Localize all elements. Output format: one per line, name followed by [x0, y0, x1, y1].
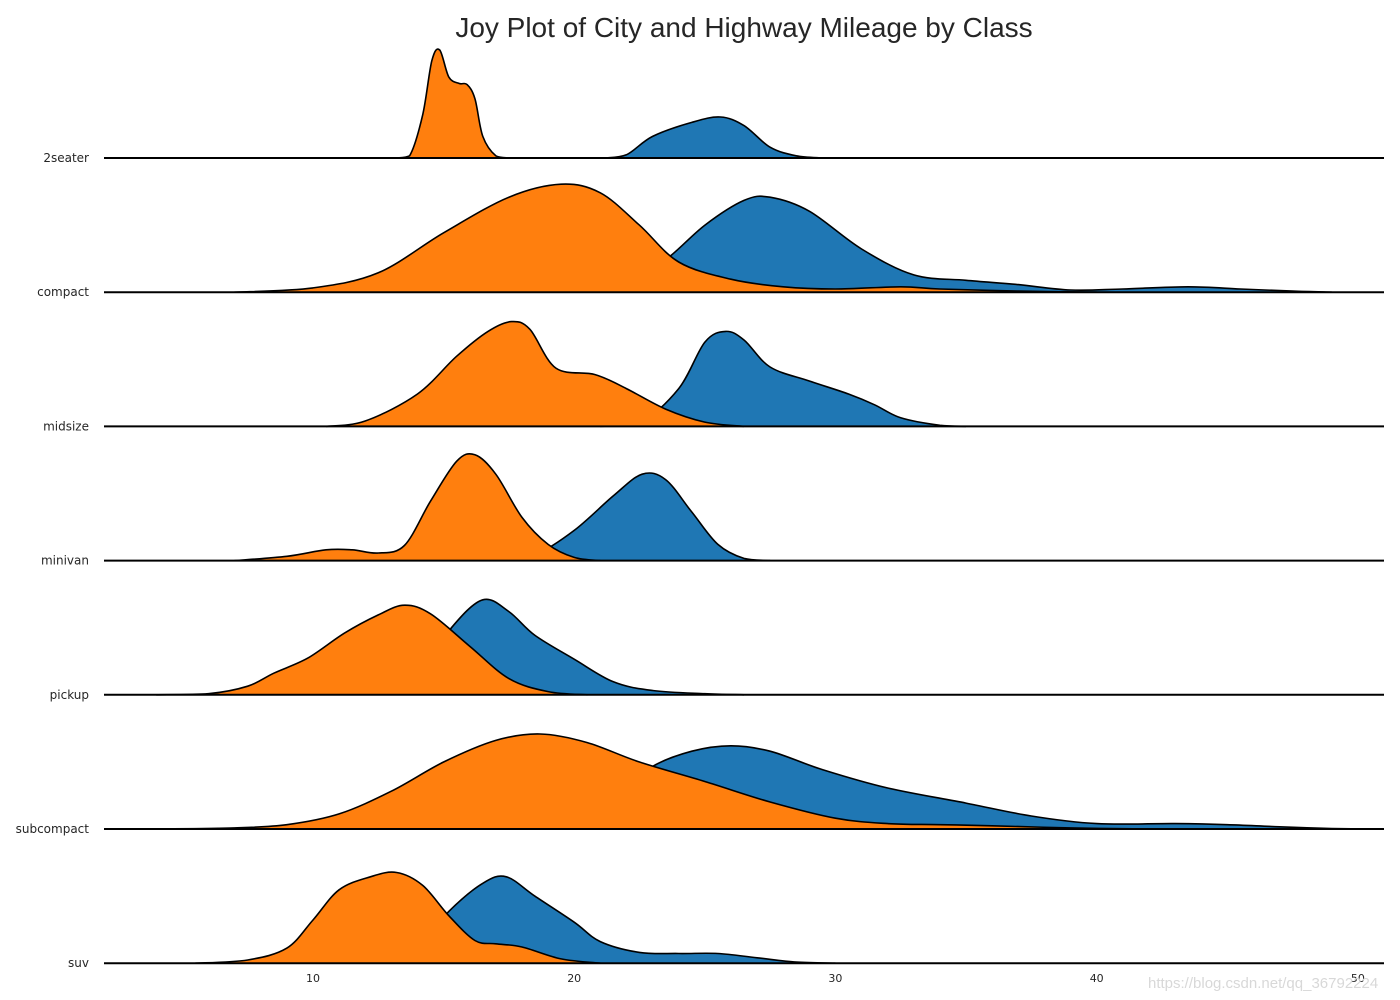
- minivan-cty-line: [234, 452, 601, 562]
- suv-hwy-line: [390, 875, 836, 964]
- pickup-cty-area: [156, 605, 588, 695]
- midsize-cty-line: [325, 320, 745, 428]
- compact-hwy-line: [574, 195, 1332, 293]
- compact-hwy-area: [574, 196, 1332, 293]
- midsize-cty-area: [326, 321, 744, 427]
- row-label-2seater: 2seater: [43, 151, 89, 165]
- compact-cty-area: [234, 184, 1097, 293]
- minivan-hwy-area: [508, 472, 771, 561]
- x-tick-label-10: 10: [306, 972, 320, 985]
- row-label-suv: suv: [68, 956, 89, 970]
- ridge-row-minivan: minivan: [41, 452, 1384, 568]
- x-tick-label-40: 40: [1090, 972, 1104, 985]
- suv-cty-line: [195, 871, 601, 964]
- chart-title: Joy Plot of City and Highway Mileage by …: [455, 12, 1032, 43]
- x-tick-label-30: 30: [828, 972, 842, 985]
- pickup-cty-line: [156, 604, 588, 696]
- subcompact-cty-line: [156, 733, 1149, 830]
- ridge-rows: 2seater compact midsize minivan pickup subcom…: [16, 48, 1385, 970]
- minivan-hwy-line: [508, 472, 771, 562]
- 2seater-cty-line: [396, 48, 510, 159]
- midsize-hwy-line: [600, 330, 967, 428]
- ridge-row-subcompact: subcompact: [16, 733, 1385, 836]
- ridge-row-midsize: midsize: [43, 320, 1384, 433]
- subcompact-hwy-line: [573, 745, 1385, 830]
- row-label-minivan: minivan: [41, 554, 89, 568]
- midsize-hwy-area: [600, 331, 966, 427]
- ridge-row-compact: compact: [37, 183, 1384, 299]
- ridge-row-2seater: 2seater: [43, 48, 1384, 165]
- subcompact-cty-area: [156, 733, 1149, 829]
- 2seater-cty-area: [396, 49, 509, 158]
- row-label-subcompact: subcompact: [16, 822, 90, 836]
- row-label-midsize: midsize: [43, 419, 89, 433]
- suv-hwy-area: [391, 876, 836, 964]
- row-label-compact: compact: [37, 285, 89, 299]
- x-tick-label-20: 20: [567, 972, 581, 985]
- ridge-row-pickup: pickup: [50, 598, 1384, 702]
- ridge-row-suv: suv: [68, 871, 1384, 970]
- 2seater-hwy-area: [605, 116, 823, 158]
- minivan-cty-area: [234, 453, 601, 561]
- 2seater-hwy-line: [605, 116, 823, 159]
- x-axis-ticks: 10 20 30 40 50: [306, 972, 1365, 985]
- row-label-pickup: pickup: [50, 688, 89, 702]
- x-tick-label-50: 50: [1351, 972, 1365, 985]
- watermark-text: https://blog.csdn.net/qq_36792224: [1148, 975, 1378, 992]
- compact-cty-line: [234, 183, 1097, 293]
